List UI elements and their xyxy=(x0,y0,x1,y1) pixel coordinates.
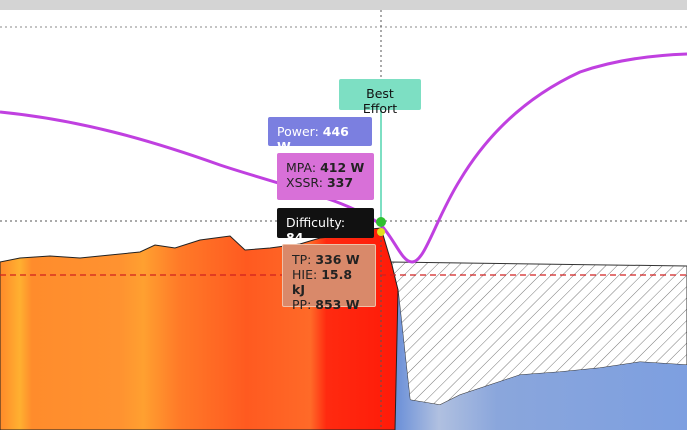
tooltip-value: 84 xyxy=(286,230,304,245)
tooltip-row: MPA: 412 W xyxy=(286,160,365,175)
tooltip-label: TP: xyxy=(292,252,312,267)
tooltip-row: HIE: 15.8 kJ xyxy=(292,267,366,297)
difficulty-tooltip: Difficulty: 84 xyxy=(277,208,374,245)
tooltip-label: MPA: xyxy=(286,160,317,175)
top-bar xyxy=(0,0,687,10)
tooltip-label: XSSR: xyxy=(286,175,323,190)
tooltip-row: XSSR: 337 xyxy=(286,175,365,190)
tooltip-row: PP: 853 W xyxy=(292,297,366,312)
blue-area xyxy=(395,290,687,430)
power-curve xyxy=(0,52,687,264)
tooltip-value: 412 W xyxy=(320,160,365,175)
cursor-dot xyxy=(377,228,385,236)
tooltip-label: HIE: xyxy=(292,267,318,282)
mpa-tooltip: MPA: 412 W XSSR: 337 xyxy=(277,153,374,200)
tooltip-value: 337 xyxy=(326,175,354,190)
best-effort-tooltip: Best Effort xyxy=(339,79,421,116)
tooltip-label: Power: xyxy=(277,124,319,139)
tooltip-row: TP: 336 W xyxy=(292,252,366,267)
tooltip-value: 446 W xyxy=(277,124,349,154)
tooltip-label: PP: xyxy=(292,297,312,312)
cursor-dot xyxy=(376,217,386,227)
tooltip-value: 15.8 kJ xyxy=(292,267,353,297)
tooltip-value: 853 W xyxy=(315,297,360,312)
energy-tooltip: TP: 336 W HIE: 15.8 kJ PP: 853 W xyxy=(282,244,376,312)
tooltip-label: Difficulty: xyxy=(286,215,346,230)
tooltip-value: 336 W xyxy=(315,252,360,267)
power-tooltip: Power: 446 W xyxy=(268,117,372,154)
tooltip-text: Best Effort xyxy=(362,86,398,116)
